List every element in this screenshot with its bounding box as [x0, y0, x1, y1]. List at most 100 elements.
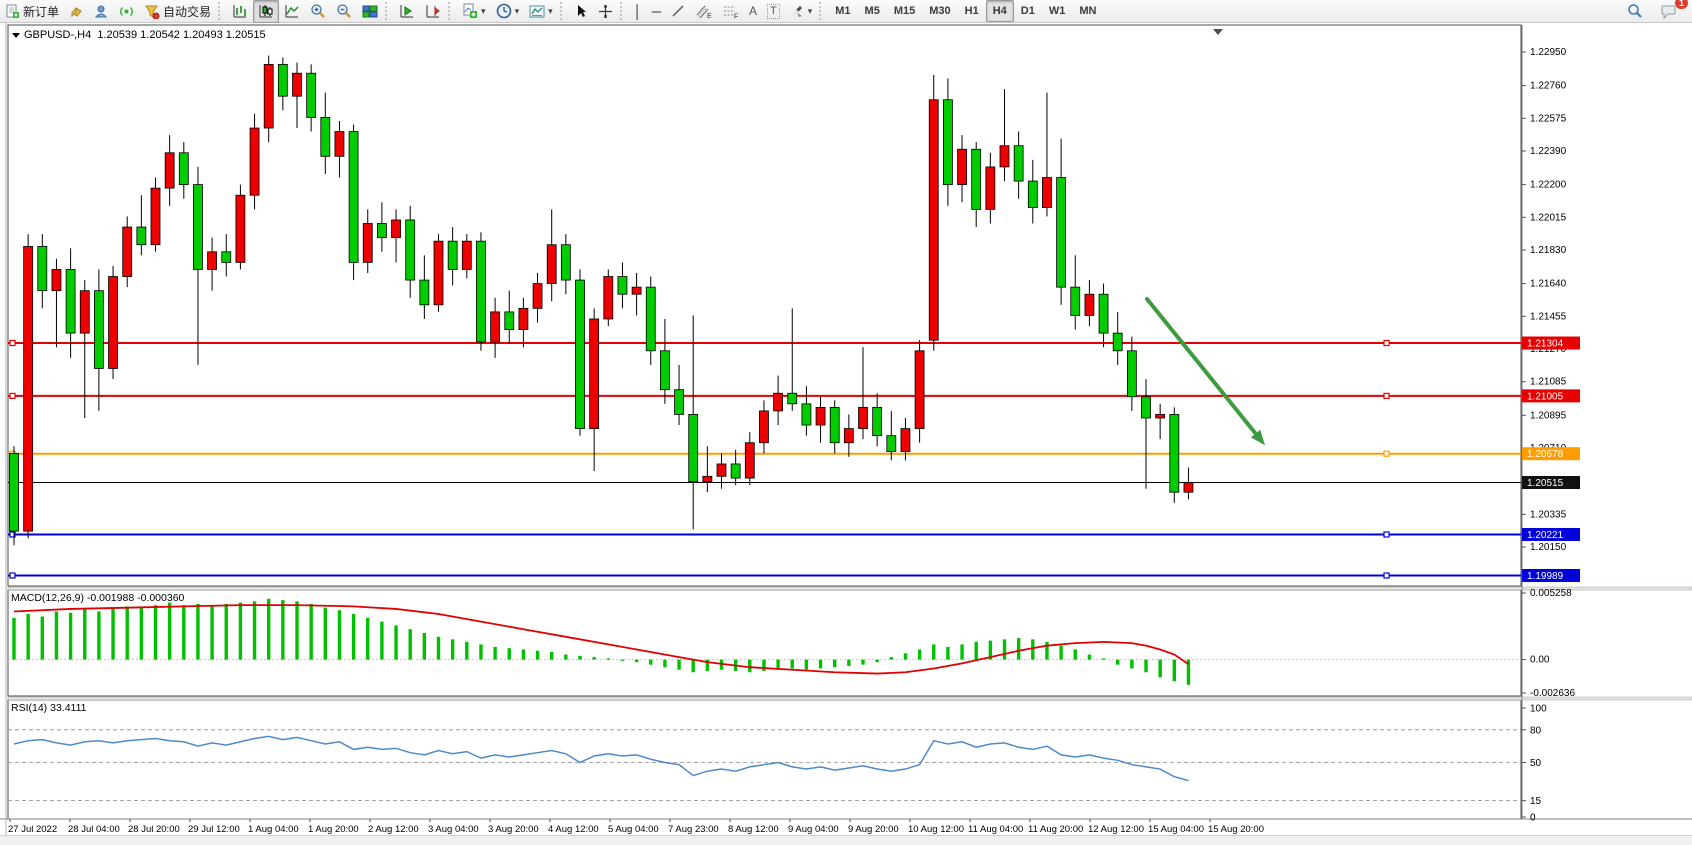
- line-chart-button[interactable]: [279, 0, 305, 23]
- candle-body: [362, 223, 373, 263]
- price-tick-label: 1.22390: [1530, 146, 1567, 157]
- time-tick-label: 1 Aug 04:00: [248, 824, 299, 835]
- timeframe-h1-button[interactable]: H1: [964, 5, 979, 17]
- timeframe-mn-button[interactable]: MN: [1079, 5, 1097, 17]
- chart-window[interactable]: 1.22950 1.22760 1.22575 1.22390 1.22200 1.220…: [0, 23, 1692, 835]
- candle-body: [688, 414, 699, 483]
- candle-body: [900, 428, 911, 452]
- zoom-in-button[interactable]: [305, 0, 331, 23]
- templates-dropdown[interactable]: ▾: [524, 0, 558, 23]
- candlestick-chart-button[interactable]: [253, 0, 280, 23]
- timeframe-d1-button[interactable]: D1: [1020, 5, 1035, 17]
- price-pane[interactable]: [7, 24, 1522, 587]
- auto-trading-button[interactable]: 自动交易: [139, 0, 216, 23]
- pane-splitter[interactable]: [7, 696, 1692, 701]
- macd-pane[interactable]: [7, 589, 1522, 697]
- timeframe-m1-button[interactable]: M1: [835, 5, 851, 17]
- candle-body: [674, 389, 684, 415]
- label-button[interactable]: T: [762, 0, 785, 23]
- toolbar-separator: [559, 2, 567, 20]
- profile-button[interactable]: [89, 0, 114, 23]
- line-handle[interactable]: [1383, 450, 1390, 457]
- text-button[interactable]: A: [744, 0, 762, 23]
- price-badge-label: 1.21304: [1527, 339, 1564, 350]
- zoom-out-button[interactable]: [331, 0, 357, 23]
- auto-trading-funnel-icon: [144, 4, 160, 19]
- line-handle[interactable]: [9, 531, 16, 538]
- chat-bubble-icon: [1661, 4, 1677, 19]
- tile-windows-button[interactable]: [357, 0, 383, 23]
- line-handle[interactable]: [9, 572, 16, 579]
- macd-axis-label: -0.002636: [1530, 688, 1575, 699]
- candle-body: [221, 251, 232, 263]
- price-tick-label: 1.22015: [1530, 212, 1567, 223]
- candle-body: [773, 392, 783, 412]
- candle-body: [348, 131, 359, 263]
- new-order-button[interactable]: 新订单: [0, 0, 64, 23]
- line-handle[interactable]: [9, 392, 16, 399]
- candle-body: [292, 72, 302, 97]
- market-depth-button[interactable]: [64, 0, 89, 23]
- timeframe-w1-button[interactable]: W1: [1048, 5, 1066, 17]
- periods-dropdown[interactable]: ▾: [491, 0, 525, 23]
- bar-chart-button[interactable]: [227, 0, 253, 23]
- rsi-pane[interactable]: [7, 699, 1522, 820]
- chart-canvas[interactable]: 1.22950 1.22760 1.22575 1.22390 1.22200 1.220…: [0, 23, 1692, 835]
- timeframe-m15-button[interactable]: M15: [893, 5, 916, 17]
- line-handle[interactable]: [1383, 339, 1390, 347]
- new-order-label: 新订单: [23, 4, 60, 19]
- auto-scroll-button[interactable]: [394, 0, 420, 23]
- candle-body: [730, 463, 741, 479]
- candle-body: [461, 240, 472, 270]
- candle-body: [504, 311, 515, 330]
- timeframe-h4-button[interactable]: H4: [985, 0, 1014, 22]
- search-button[interactable]: [1622, 0, 1648, 23]
- timeframe-m30-button[interactable]: M30: [929, 5, 951, 17]
- candle-body: [235, 194, 246, 263]
- candle-body: [37, 246, 48, 292]
- timeframe-m5-button[interactable]: M5: [864, 5, 880, 17]
- line-handle[interactable]: [1383, 572, 1390, 579]
- vertical-line-button[interactable]: │: [629, 0, 647, 23]
- crosshair-button[interactable]: [593, 0, 618, 23]
- cursor-button[interactable]: [569, 0, 593, 23]
- channel-button[interactable]: E: [690, 0, 717, 23]
- chart-shift-button[interactable]: [420, 0, 446, 23]
- fibonacci-button[interactable]: F: [717, 0, 744, 23]
- trend-arrow-annotation[interactable]: [1145, 297, 1262, 441]
- chart-shift-marker-icon[interactable]: [1213, 29, 1223, 35]
- horizontal-line-button[interactable]: ─: [647, 0, 666, 23]
- candle-body: [943, 99, 953, 185]
- candle-body: [999, 145, 1010, 168]
- candle-body: [928, 99, 939, 341]
- chevron-down-icon: ▾: [481, 5, 486, 16]
- trendline-button[interactable]: [666, 0, 690, 23]
- candle-body: [532, 283, 543, 309]
- profile-cloud-icon: [94, 4, 109, 19]
- signals-button[interactable]: [114, 0, 139, 23]
- notifications-button[interactable]: 1: [1656, 0, 1688, 23]
- auto-trading-label: 自动交易: [163, 4, 212, 19]
- line-chart-icon: [284, 4, 300, 19]
- candle-body: [575, 279, 585, 429]
- fibonacci-icon: F: [722, 4, 739, 19]
- auto-scroll-icon: [399, 4, 415, 19]
- candle-body: [476, 240, 486, 343]
- zoom-in-icon: [310, 3, 326, 19]
- candle-body: [277, 63, 288, 97]
- main-toolbar: 新订单 自动交易: [0, 0, 1692, 23]
- chevron-down-icon: ▾: [514, 5, 520, 16]
- time-tick-label: 2 Aug 12:00: [368, 824, 419, 835]
- timeframe-toolbar: M1 M5 M15 M30 H1 H4 D1 W1 MN: [828, 0, 1103, 22]
- candle-body: [447, 240, 458, 270]
- shapes-arrows-icon: [790, 4, 805, 18]
- line-handle[interactable]: [1383, 531, 1390, 538]
- line-handle[interactable]: [1383, 392, 1390, 399]
- indicators-dropdown[interactable]: ▾: [457, 0, 491, 23]
- candle-body: [1112, 332, 1123, 352]
- shapes-dropdown[interactable]: ▾: [785, 0, 818, 23]
- pane-splitter[interactable]: [7, 586, 1692, 591]
- line-handle[interactable]: [9, 339, 16, 347]
- candle-body: [886, 435, 897, 452]
- price-tick-label: 1.21640: [1530, 279, 1567, 290]
